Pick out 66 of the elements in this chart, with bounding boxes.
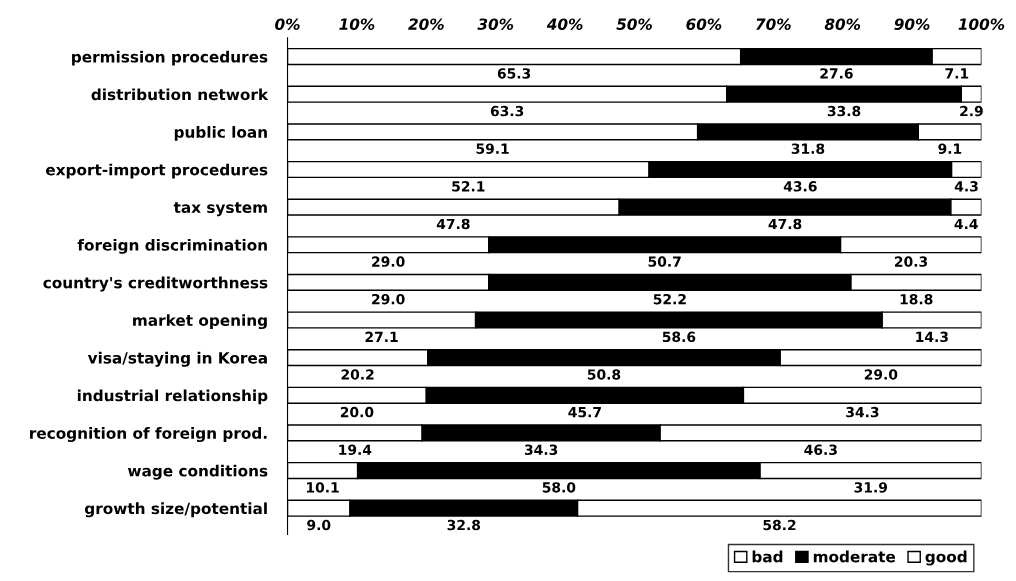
data-label: 20.0 (340, 406, 374, 418)
y-tick-label: export-import procedures (45, 163, 268, 179)
x-tick-label: 20% (408, 18, 444, 30)
y-tick-label: public loan (174, 126, 267, 141)
data-label: 29.0 (372, 293, 405, 305)
data-label: 31.8 (791, 143, 825, 154)
data-label: 45.7 (568, 407, 601, 418)
data-label: 58.2 (763, 519, 796, 531)
y-tick-label: permission procedures (72, 50, 268, 66)
data-label: 19.4 (339, 444, 372, 455)
data-label: 52.1 (452, 181, 485, 192)
x-tick-label: 90% (894, 18, 930, 30)
data-label: 46.3 (804, 444, 837, 455)
data-label: 31.9 (854, 482, 888, 493)
data-label: 18.8 (900, 293, 933, 305)
x-tick-label: 70% (756, 18, 791, 30)
data-label: 27.1 (365, 331, 398, 342)
data-label: 58.0 (542, 482, 576, 493)
data-label: 34.3 (846, 406, 879, 418)
legend-label: moderate (813, 550, 896, 563)
x-tick-label: 10% (339, 18, 375, 30)
data-label: 59.1 (476, 143, 509, 154)
data-label: 43.6 (783, 181, 817, 192)
data-label: 34.3 (524, 444, 558, 455)
y-tick-label: growth size/potential (84, 502, 267, 518)
data-label: 63.3 (490, 105, 524, 117)
y-tick-label: distribution network (91, 88, 269, 101)
data-label: 29.0 (372, 256, 405, 267)
data-label: 32.8 (447, 519, 481, 531)
x-tick-label: 30% (477, 18, 514, 30)
data-label: 33.8 (827, 105, 861, 117)
data-label: 4.3 (954, 181, 978, 192)
y-tick-label: foreign discrimination (77, 238, 267, 254)
data-label: 20.3 (894, 256, 928, 267)
data-label: 58.6 (662, 331, 696, 343)
data-label: 27.6 (820, 68, 853, 79)
data-label: 47.8 (768, 218, 802, 230)
data-label: 65.3 (497, 68, 531, 79)
data-label: 9.0 (307, 519, 331, 531)
data-label: 10.1 (307, 482, 339, 493)
data-label: 2.9 (960, 105, 983, 117)
legend-label: good (925, 550, 967, 566)
data-label: 20.2 (341, 369, 374, 380)
legend-label: bad (752, 550, 783, 563)
y-tick-label: country's creditworthness (43, 276, 268, 292)
x-tick-label: 0% (275, 18, 300, 30)
data-label: 9.1 (938, 143, 962, 154)
y-tick-label: tax system (173, 202, 267, 217)
y-tick-label: visa/staying in Korea (87, 351, 267, 367)
x-tick-label: 60% (686, 18, 722, 30)
y-tick-label: industrial relationship (77, 389, 268, 405)
y-tick-label: wage conditions (127, 464, 268, 480)
x-tick-label: 80% (824, 18, 861, 30)
x-tick-label: 100% (958, 18, 1005, 30)
y-tick-label: recognition of foreign prod. (30, 427, 267, 443)
data-label: 47.8 (436, 218, 470, 230)
data-label: 50.8 (587, 369, 621, 380)
x-tick-label: 50% (616, 18, 652, 30)
data-label: 14.3 (916, 331, 948, 343)
data-label: 29.0 (864, 369, 898, 380)
y-tick-label: market opening (133, 314, 267, 330)
data-label: 4.4 (954, 218, 978, 230)
data-label: 52.2 (653, 293, 686, 305)
x-tick-label: 40% (546, 18, 583, 30)
data-label: 7.1 (945, 68, 969, 79)
data-label: 50.7 (648, 256, 681, 267)
